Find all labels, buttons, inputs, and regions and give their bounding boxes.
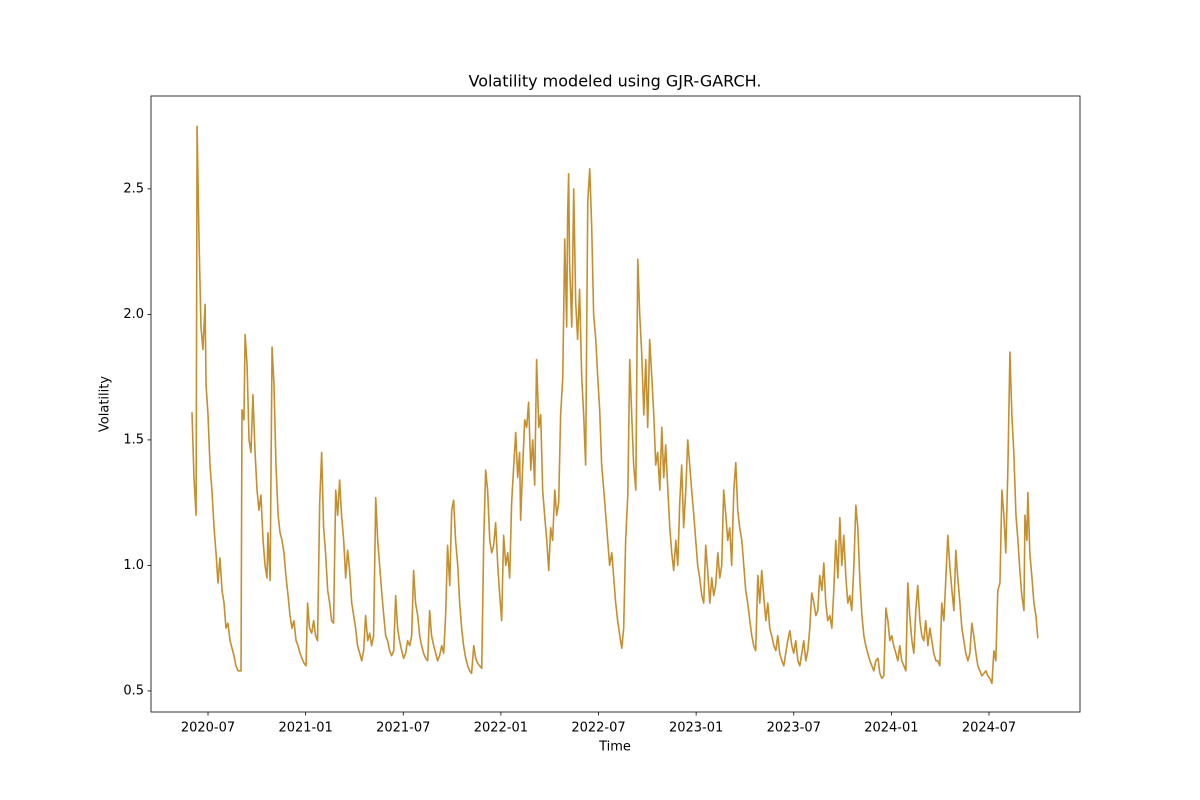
y-tick-label: 0.5 (123, 683, 144, 698)
y-axis-label: Volatility (98, 376, 113, 432)
x-tick-label: 2023-01 (669, 721, 723, 736)
y-tick-label: 1.5 (123, 432, 144, 447)
x-tick-label: 2021-07 (376, 721, 430, 736)
x-axis-label: Time (598, 740, 631, 755)
y-tick-label: 1.0 (123, 558, 144, 573)
plot-frame (150, 95, 1081, 713)
chart-title: Volatility modeled using GJR-GARCH. (468, 72, 761, 91)
y-tick-label: 2.5 (123, 181, 144, 196)
x-tick-label: 2022-01 (474, 721, 528, 736)
x-tick-label: 2020-07 (181, 721, 235, 736)
x-tick-label: 2024-07 (962, 721, 1016, 736)
volatility-line (191, 125, 1039, 685)
x-tick-label: 2024-01 (864, 721, 918, 736)
x-tick-label: 2022-07 (571, 721, 625, 736)
x-tick-label: 2021-01 (278, 721, 332, 736)
y-tick-label: 2.0 (123, 307, 144, 322)
x-tick-label: 2023-07 (767, 721, 821, 736)
